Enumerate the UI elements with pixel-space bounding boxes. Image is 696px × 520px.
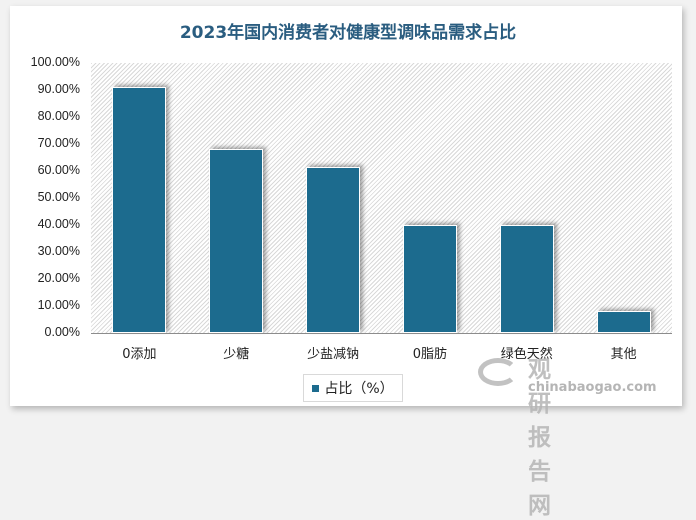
x-tick-label: 少盐减钠 <box>307 347 360 362</box>
legend: 占比（%） <box>303 374 403 402</box>
bar <box>499 225 554 333</box>
x-tick-label: 少糖 <box>223 347 250 362</box>
y-tick-label: 40.00% <box>37 217 80 231</box>
y-tick-label: 30.00% <box>37 244 80 258</box>
x-tick-label: 其他 <box>610 347 637 362</box>
y-tick-label: 10.00% <box>37 298 80 312</box>
x-tick-label: 绿色天然 <box>500 347 553 362</box>
bar <box>306 166 361 333</box>
bar <box>209 149 264 333</box>
watermark-en: chinabaogao.com <box>528 380 657 395</box>
y-tick-label: 50.00% <box>37 190 80 204</box>
x-tick-label: 0添加 <box>122 347 157 362</box>
x-axis-line <box>91 333 672 334</box>
x-tick-label: 0脂肪 <box>412 347 448 362</box>
y-tick-label: 60.00% <box>37 163 80 177</box>
y-tick-label: 20.00% <box>37 271 80 285</box>
y-tick-label: 80.00% <box>37 109 80 123</box>
y-tick-label: 100.00% <box>30 55 80 69</box>
y-tick-label: 90.00% <box>37 82 80 96</box>
chart-title: 2023年国内消费者对健康型调味品需求占比 <box>179 23 517 43</box>
watermark-cn: 观研报告网 <box>528 357 552 519</box>
plot-area <box>91 63 672 333</box>
legend-swatch <box>312 384 320 392</box>
y-tick-label: 70.00% <box>37 136 80 150</box>
bar <box>596 311 651 333</box>
legend-label: 占比（%） <box>324 381 394 397</box>
bar <box>112 87 167 333</box>
bar <box>402 225 457 333</box>
watermark-logo-icon <box>478 358 518 386</box>
y-tick-label: 0.00% <box>44 325 80 339</box>
